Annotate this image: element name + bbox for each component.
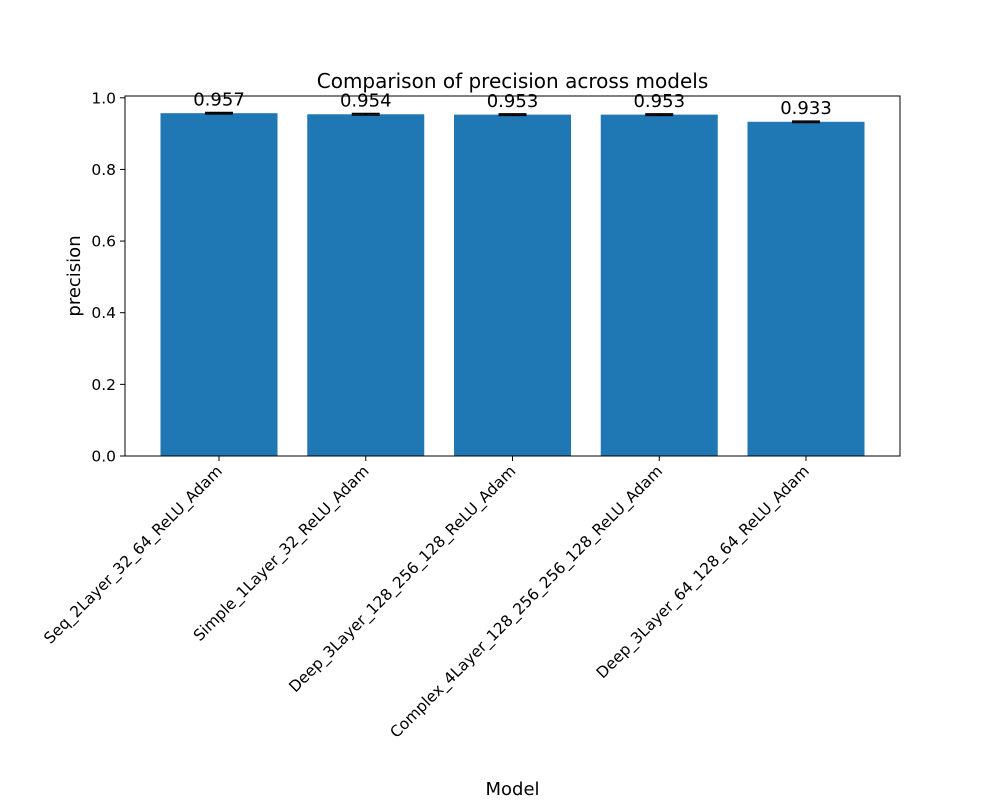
y-axis-label: precision xyxy=(64,235,85,316)
y-tick-label: 0.4 xyxy=(91,304,116,322)
y-tick-label: 0.2 xyxy=(91,376,116,394)
y-axis: 0.0 0.2 0.4 0.6 0.8 1.0 xyxy=(91,89,125,466)
bar xyxy=(160,113,278,456)
plot-frame xyxy=(124,95,901,457)
bars-group xyxy=(160,113,865,457)
data-label: 0.953 xyxy=(487,91,539,112)
x-axis-label: Model xyxy=(485,779,539,800)
data-label: 0.953 xyxy=(633,91,685,112)
bar xyxy=(307,114,425,457)
bar xyxy=(600,114,718,457)
chart-title: Comparison of precision across models xyxy=(317,69,708,93)
y-tick-label: 0.0 xyxy=(91,448,116,466)
bar xyxy=(747,121,865,456)
error-bars-group xyxy=(205,111,820,124)
data-label: 0.954 xyxy=(340,91,392,112)
bar xyxy=(454,114,571,457)
y-tick-label: 1.0 xyxy=(91,89,116,107)
data-label: 0.957 xyxy=(193,89,245,110)
data-label: 0.933 xyxy=(780,98,832,119)
y-tick-label: 0.6 xyxy=(91,233,116,251)
y-tick-label: 0.8 xyxy=(91,161,116,179)
